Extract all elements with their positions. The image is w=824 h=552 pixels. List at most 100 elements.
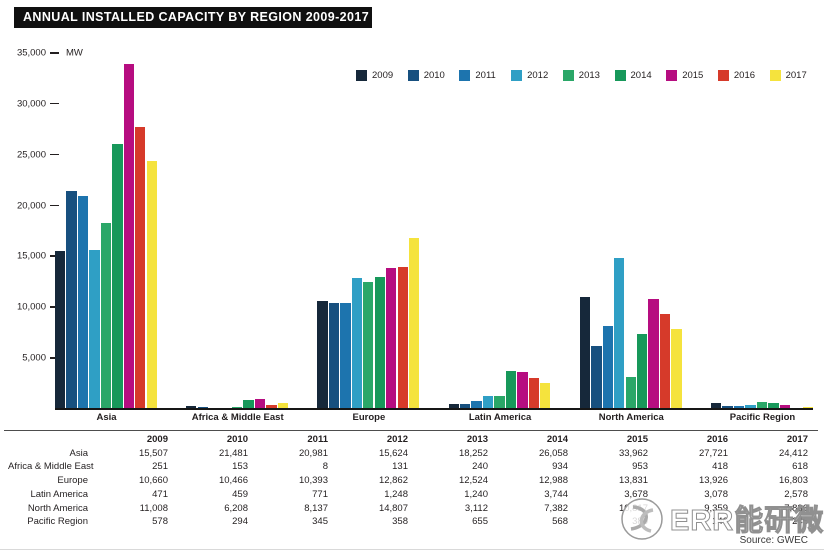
bar xyxy=(659,313,671,409)
table-column-header: 2014 xyxy=(546,434,568,445)
legend-swatch xyxy=(511,70,523,81)
table-cell-value: 26,058 xyxy=(538,447,568,459)
table-cell-value: 251 xyxy=(152,461,168,473)
table-cell-value: 418 xyxy=(712,461,728,473)
legend-swatch xyxy=(666,70,678,81)
table-cell-value: 9,359 xyxy=(704,502,728,514)
table-cell-value: 934 xyxy=(552,461,568,473)
bar xyxy=(768,403,779,409)
bar xyxy=(733,405,745,409)
table-cell-value: 27,721 xyxy=(698,447,728,459)
legend-label: 2015 xyxy=(682,70,704,81)
table-cell-value: 131 xyxy=(392,461,408,473)
legend-swatch xyxy=(407,70,419,81)
table-cell-value: 14,807 xyxy=(378,502,408,514)
bar xyxy=(494,396,505,409)
y-axis-tick-mark xyxy=(50,52,59,54)
y-axis-tick-mark xyxy=(50,357,59,359)
bottom-hairline xyxy=(0,549,824,550)
bar xyxy=(100,223,112,409)
source-credit: Source: GWEC xyxy=(739,535,808,546)
y-axis-tick-label: 5,000 xyxy=(22,352,46,364)
bar xyxy=(66,190,77,409)
y-axis-tick-label: 30,000 xyxy=(16,98,46,110)
bar xyxy=(374,276,385,409)
bar xyxy=(517,371,528,409)
table-row-label: Latin America xyxy=(30,488,88,500)
table-cell-value: 7,836 xyxy=(784,502,808,514)
table-cell-value: 33,962 xyxy=(618,447,648,459)
table-cell-value: 380 xyxy=(632,516,648,528)
table-cell-value: 345 xyxy=(312,516,328,528)
table-cell-value: 13,926 xyxy=(698,475,728,487)
bar-group xyxy=(317,53,420,409)
y-axis-tick-mark xyxy=(50,102,59,105)
x-axis-category-label: North America xyxy=(598,412,664,423)
table-column-header: 2012 xyxy=(386,434,408,445)
bar xyxy=(722,406,733,409)
table-cell-value: 6,208 xyxy=(224,502,248,514)
bar xyxy=(317,300,328,409)
table-cell-value: 3,112 xyxy=(464,502,488,514)
table-row-label: Pacific Region xyxy=(27,516,88,528)
x-axis-baseline xyxy=(55,408,813,410)
table-cell-value: 240 xyxy=(472,461,488,473)
bar-group xyxy=(579,53,683,409)
bar xyxy=(397,267,408,409)
bar xyxy=(471,401,482,409)
table-cell-value: 16,803 xyxy=(778,475,808,487)
bar-group xyxy=(186,53,289,409)
table-row-label: Africa & Middle East xyxy=(8,461,94,473)
table-cell-value: 15,507 xyxy=(138,447,168,459)
table-cell-value: 358 xyxy=(392,516,408,528)
table-column-header: 2009 xyxy=(146,434,168,445)
legend-label: 2012 xyxy=(527,70,549,81)
table-cell-value: 8 xyxy=(322,461,328,473)
bar xyxy=(671,329,682,409)
bar xyxy=(363,281,374,409)
table-column-header: 2016 xyxy=(706,434,728,445)
table-corner-cell xyxy=(8,433,88,447)
bar xyxy=(756,402,768,409)
table-cell-value: 12,988 xyxy=(538,475,568,487)
table-cell-value: 24,412 xyxy=(778,447,808,459)
legend-label: 2014 xyxy=(630,70,652,81)
legend-item: 2012 xyxy=(511,70,548,81)
bar xyxy=(779,405,790,409)
y-axis-tick-label: 35,000 xyxy=(16,47,46,59)
x-axis-category-label: Latin America xyxy=(468,412,532,423)
bar xyxy=(186,406,197,409)
data-table: 2009 2010 2011 2012 2013 2014 2015 2016 2017 Asia… xyxy=(8,433,808,529)
y-axis-tick-label: 15,000 xyxy=(16,250,46,262)
table-cell-value: 459 xyxy=(232,488,248,500)
bar xyxy=(625,377,636,409)
bar xyxy=(135,127,146,409)
table-cell-value: 20,981 xyxy=(298,447,328,459)
bar xyxy=(711,403,722,409)
table-cell-value: 7,382 xyxy=(544,502,568,514)
bar xyxy=(648,299,659,409)
table-cell-value: 10,466 xyxy=(218,475,248,487)
y-axis-tick-label: 20,000 xyxy=(16,200,46,212)
table-cell-value: 618 xyxy=(792,461,808,473)
table-cell-value: 21,481 xyxy=(218,447,248,459)
y-axis-unit-label: MW xyxy=(66,47,83,59)
table-top-rule xyxy=(4,430,818,431)
table-cell-value: 11,008 xyxy=(139,502,168,514)
table-cell-value: 8,137 xyxy=(304,502,328,514)
y-axis-tick-label: 25,000 xyxy=(16,149,46,161)
legend-item: 2011 xyxy=(459,70,496,81)
bar xyxy=(614,258,625,409)
legend-item: 2016 xyxy=(717,70,756,81)
legend-swatch xyxy=(717,70,729,81)
legend-item: 2014 xyxy=(614,70,652,81)
table-column-header: 2013 xyxy=(466,434,488,445)
legend-label: 2016 xyxy=(733,70,756,81)
table-cell-value: 15,624 xyxy=(378,447,408,459)
table-row-label: Europe xyxy=(57,475,88,487)
bar xyxy=(243,399,254,409)
table-cell-value: 10,817 xyxy=(618,502,648,514)
table-cell-value: 12,524 xyxy=(458,475,488,487)
legend-item: 2013 xyxy=(562,70,600,81)
